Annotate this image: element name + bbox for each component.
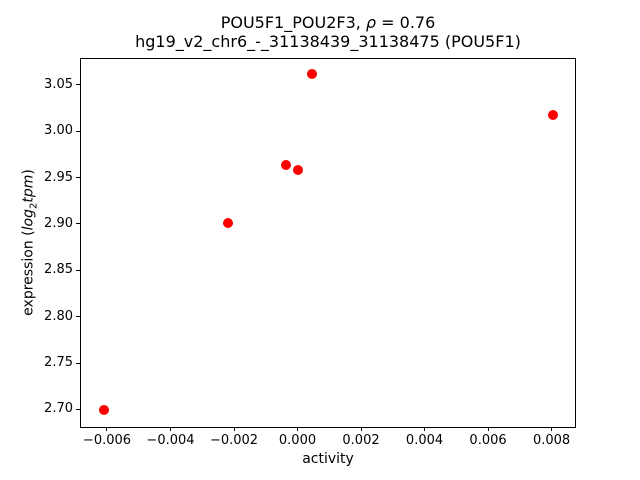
y-tick-label: 2.80 [44,308,73,324]
x-axis-label: activity [302,451,354,467]
y-axis-label-tpm: tpm [20,174,37,203]
chart-title-line1-prefix: POU5F1_POU2F3, [220,13,366,32]
y-tick [76,130,80,132]
y-tick-label: 2.75 [44,355,73,371]
data-point [307,68,318,79]
y-tick [76,408,80,410]
y-axis-label-log: log [20,209,37,231]
x-tick-label: −0.002 [209,433,259,448]
y-tick [76,269,80,271]
y-axis-label-subscript: 2 [28,202,40,210]
chart-title-line1: POU5F1_POU2F3, ρ = 0.76 [80,13,576,32]
data-point [292,165,303,176]
y-tick-label: 2.70 [44,401,73,417]
chart-title-line2: hg19_v2_chr6_-_31138439_31138475 (POU5F1… [135,32,521,51]
x-tick-label: 0.002 [342,433,380,448]
x-tick-label: 0.000 [278,433,317,448]
y-axis-label: expression (log2tpm) [20,133,40,353]
data-point [223,218,234,229]
chart-title: POU5F1_POU2F3, ρ = 0.76 hg19_v2_chr6_-_3… [80,13,576,51]
x-tick [106,427,108,431]
y-tick [76,177,80,179]
data-point [548,110,559,121]
x-tick [424,427,426,431]
y-axis-label-suffix: ) [20,169,37,175]
x-tick [487,427,489,431]
y-tick [76,84,80,86]
y-axis-label-prefix: expression ( [20,230,37,316]
data-point [281,159,292,170]
x-tick-label: 0.006 [469,433,507,448]
x-tick-label: −0.006 [82,433,132,448]
data-point [98,405,109,416]
y-tick [76,362,80,364]
y-tick-label: 2.95 [44,169,73,185]
x-tick [297,427,299,431]
x-tick [360,427,362,431]
rho-symbol: ρ [365,13,377,32]
y-tick-label: 3.05 [44,76,73,92]
y-tick [76,223,80,225]
y-tick [76,316,80,318]
x-tick [551,427,553,431]
x-tick-label: 0.004 [405,433,444,448]
y-tick-label: 2.85 [44,262,73,278]
x-tick [233,427,235,431]
x-tick-label: −0.004 [146,433,195,448]
chart-title-line1-suffix: = 0.76 [376,13,436,32]
y-tick-label: 2.90 [44,215,73,231]
y-tick-label: 3.00 [44,123,73,139]
x-tick [169,427,171,431]
x-tick-label: 0.008 [532,433,571,448]
plot-area [80,58,576,428]
